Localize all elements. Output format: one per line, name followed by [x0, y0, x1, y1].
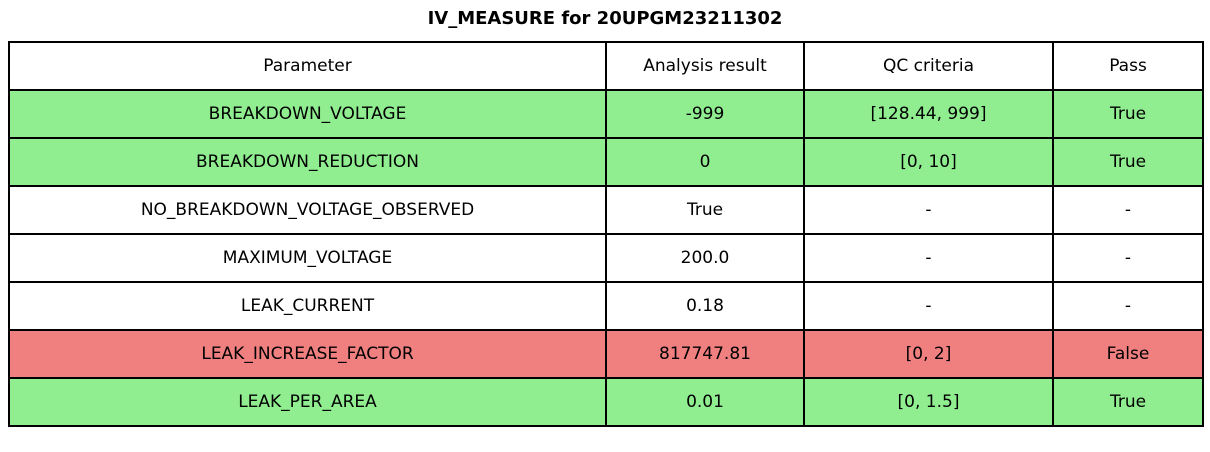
- cell-parameter: LEAK_CURRENT: [8, 281, 607, 331]
- cell-pass: -: [1052, 233, 1204, 283]
- cell-pass: -: [1052, 281, 1204, 331]
- column-header-parameter: Parameter: [8, 41, 607, 91]
- cell-pass: True: [1052, 137, 1204, 187]
- cell-analysis-result: -999: [605, 89, 805, 139]
- cell-pass: -: [1052, 185, 1204, 235]
- column-header-pass: Pass: [1052, 41, 1204, 91]
- table-row: LEAK_CURRENT 0.18- -: [8, 281, 1204, 331]
- table-row: BREAKDOWN_REDUCTION 0 [0, 10] True: [8, 137, 1204, 187]
- cell-qc-criteria: -: [803, 281, 1054, 331]
- cell-analysis-result: 0.18: [605, 281, 805, 331]
- cell-parameter: BREAKDOWN_REDUCTION: [8, 137, 607, 187]
- cell-pass: True: [1052, 377, 1204, 427]
- cell-parameter: LEAK_INCREASE_FACTOR: [8, 329, 607, 379]
- figure-title: IV_MEASURE for 20UPGM23211302: [427, 8, 783, 29]
- table-row: NO_BREAKDOWN_VOLTAGE_OBSERVED True - -: [8, 185, 1204, 235]
- table-row: MAXIMUM_VOLTAGE 200.0- -: [8, 233, 1204, 283]
- cell-qc-criteria: -: [803, 233, 1054, 283]
- cell-analysis-result: 0.01: [605, 377, 805, 427]
- cell-pass: True: [1052, 89, 1204, 139]
- cell-analysis-result: 0: [605, 137, 805, 187]
- column-header-analysis-result: Analysis result: [605, 41, 805, 91]
- table-row: LEAK_PER_AREA 0.01 [0, 1.5] True: [8, 377, 1204, 427]
- cell-parameter: LEAK_PER_AREA: [8, 377, 607, 427]
- cell-pass: False: [1052, 329, 1204, 379]
- cell-analysis-result: 817747.81: [605, 329, 805, 379]
- table-row: LEAK_INCREASE_FACTOR 817747.81 [0, 2] False: [8, 329, 1204, 379]
- table-header-row: Parameter Analysis result QC criteria Pa…: [8, 41, 1204, 91]
- cell-parameter: MAXIMUM_VOLTAGE: [8, 233, 607, 283]
- cell-qc-criteria: [0, 2]: [803, 329, 1054, 379]
- cell-parameter: NO_BREAKDOWN_VOLTAGE_OBSERVED: [8, 185, 607, 235]
- cell-qc-criteria: [128.44, 999]: [803, 89, 1054, 139]
- qc-table-body: BREAKDOWN_VOLTAGE -999 [128.44, 999] True BR…: [8, 89, 1204, 427]
- table-row: BREAKDOWN_VOLTAGE -999 [128.44, 999] True: [8, 89, 1204, 139]
- cell-parameter: BREAKDOWN_VOLTAGE: [8, 89, 607, 139]
- cell-analysis-result: 200.0: [605, 233, 805, 283]
- column-header-qc-criteria: QC criteria: [803, 41, 1054, 91]
- cell-analysis-result: True: [605, 185, 805, 235]
- cell-qc-criteria: [0, 1.5]: [803, 377, 1054, 427]
- qc-results-table: Parameter Analysis result QC criteria Pa…: [8, 41, 1204, 427]
- cell-qc-criteria: [0, 10]: [803, 137, 1054, 187]
- cell-qc-criteria: -: [803, 185, 1054, 235]
